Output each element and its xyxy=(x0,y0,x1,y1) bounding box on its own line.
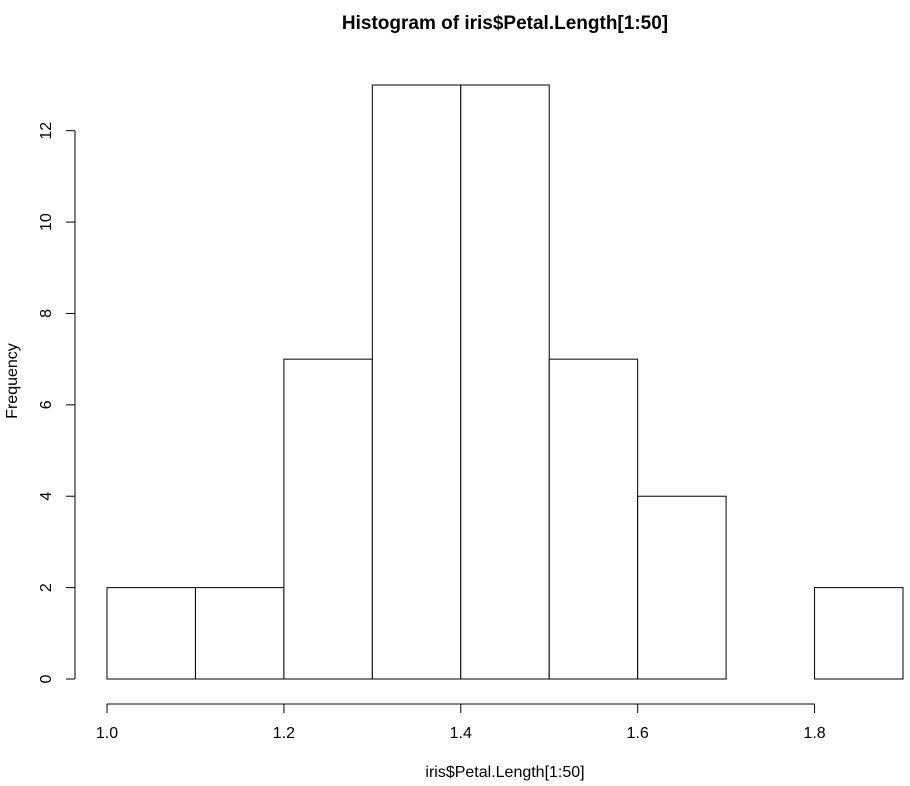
y-tick-label: 8 xyxy=(38,309,55,318)
histogram-bar-3 xyxy=(371,84,462,680)
histogram-bar-0 xyxy=(106,587,196,680)
x-axis-label: iris$Petal.Length[1:50] xyxy=(425,764,584,781)
y-tick-label: 10 xyxy=(38,213,55,231)
x-tick-label: 1.6 xyxy=(627,725,649,742)
histogram-bar-5 xyxy=(548,358,639,680)
chart-title: Histogram of iris$Petal.Length[1:50] xyxy=(342,13,668,34)
x-axis: 1.0 1.2 1.4 1.6 1.8 xyxy=(96,703,826,742)
histogram-bar-4 xyxy=(460,84,550,680)
histogram-bar-2 xyxy=(283,358,373,680)
x-tick-label: 1.0 xyxy=(96,725,118,742)
x-tick-label: 1.2 xyxy=(273,725,295,742)
y-tick-label: 4 xyxy=(38,492,55,501)
bars-group xyxy=(106,84,904,680)
histogram-bar-8 xyxy=(814,587,904,680)
histogram-bar-6 xyxy=(637,495,727,680)
x-tick-label: 1.8 xyxy=(803,725,825,742)
y-axis: 0 2 4 6 8 10 12 xyxy=(38,122,76,683)
y-tick-label: 2 xyxy=(38,583,55,592)
y-tick-label: 12 xyxy=(38,122,55,140)
y-axis-label: Frequency xyxy=(4,343,21,419)
histogram-bar-1 xyxy=(194,587,285,680)
y-tick-label: 0 xyxy=(38,674,55,683)
x-tick-label: 1.4 xyxy=(450,725,472,742)
y-tick-label: 6 xyxy=(38,400,55,409)
